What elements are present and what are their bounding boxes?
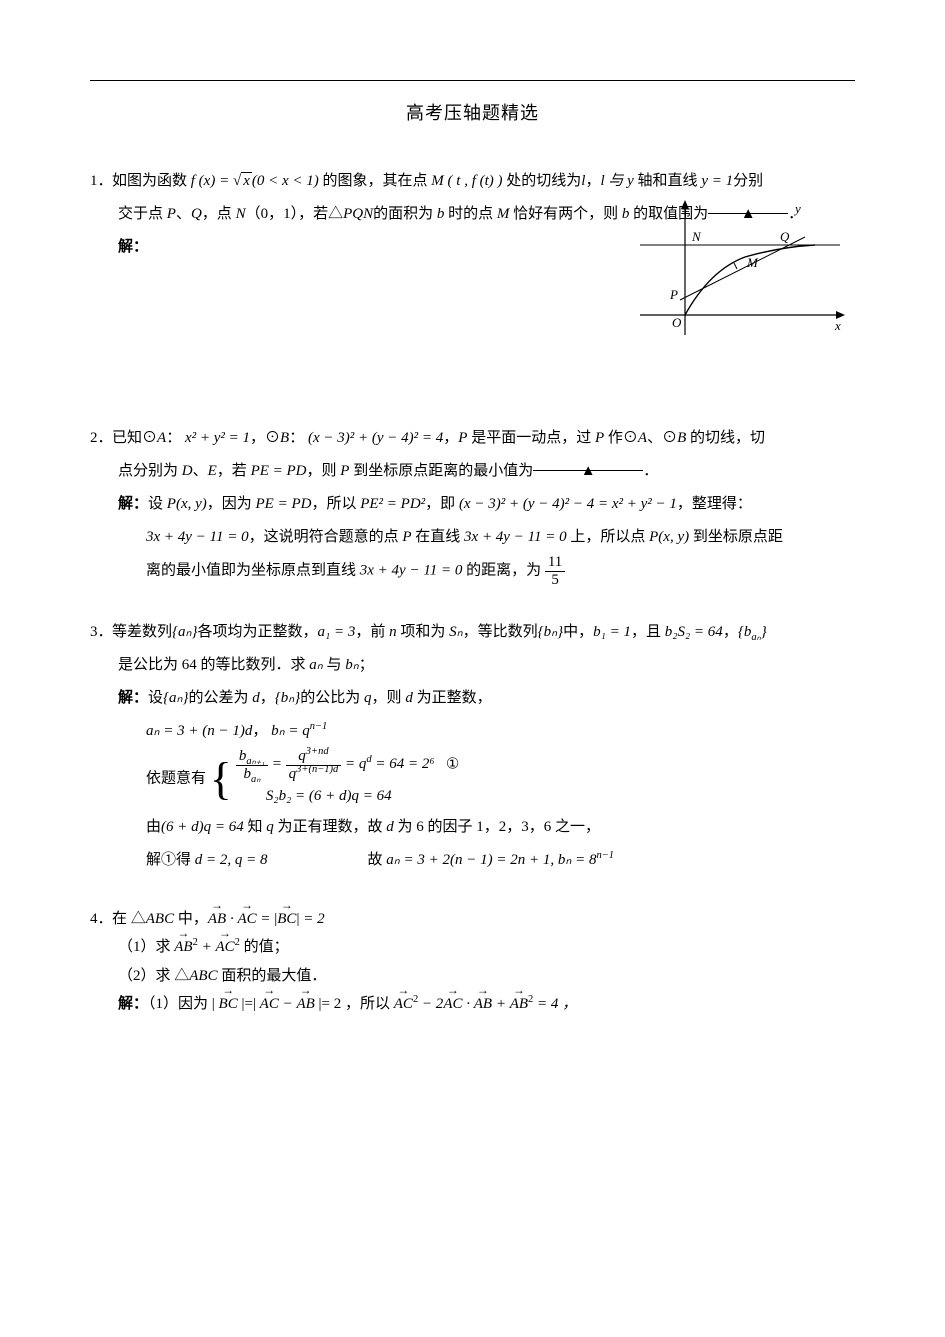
p4-q1: （1）求 AB2 + AC2 的值； — [90, 933, 855, 962]
brace-system: { baₙ₊₁ baₙ = q3+nd q3+(n−1)d = qd = 64 … — [210, 748, 460, 811]
y-arrow-icon — [681, 200, 689, 209]
frac-ba: baₙ₊₁ baₙ — [236, 748, 268, 782]
page-title: 高考压轴题精选 — [90, 99, 855, 125]
left-brace-icon: { — [210, 756, 232, 802]
vector-BC: BC — [277, 905, 296, 934]
p3-line1: 3．等差数列{aₙ}各项均为正整数，a₁ = 3，前 n 项和为 Sₙ，等比数列… — [90, 616, 855, 649]
sqrt: x — [233, 165, 252, 198]
x-label: x — [834, 318, 841, 333]
p2-sol-line3: 离的最小值即为坐标原点到直线 3x + 4y − 11 = 0 的距离，为 11… — [90, 554, 855, 588]
p4-line1: 4．在 △ABC 中，AB · AC = |BC| = 2 — [90, 905, 855, 934]
p2-line2: 点分别为 D、E，若 PE = PD，则 P 到坐标原点距离的最小值为▲． — [90, 455, 855, 488]
p1-line1: 1．如图为函数 f (x) = x(0 < x < 1) 的图象，其在点 M (… — [90, 165, 855, 198]
answer-blank: ▲ — [533, 455, 643, 471]
p3-sol-brace: 依题意有 { baₙ₊₁ baₙ = q3+nd q3+(n−1)d = qd … — [90, 748, 855, 811]
circled-1: ① — [446, 756, 459, 772]
frac-q: q3+nd q3+(n−1)d — [286, 748, 342, 782]
p3-sol-line5: 解①得 d = 2, q = 8故 aₙ = 3 + 2(n − 1) = 2n… — [90, 844, 855, 877]
tick-M — [734, 263, 737, 269]
p4-q2: （2）求 △ABC 面积的最大值． — [90, 962, 855, 991]
Q-label: Q — [780, 229, 790, 244]
p4-sol: 解：（1）因为 | BC |=| AC − AB |= 2 ，所以 AC2 − … — [90, 990, 855, 1019]
y-label: y — [793, 201, 801, 216]
p3-sol-line1: 解：设{aₙ}的公差为 d，{bₙ}的公比为 q，则 d 为正整数， — [90, 682, 855, 715]
tangent-line — [680, 237, 805, 300]
page: 高考压轴题精选 1．如图为函数 f (x) = x(0 < x < 1) 的图象… — [0, 0, 945, 1337]
p1-graph-svg: y x O N Q M P — [630, 195, 855, 360]
p1-figure: y x O N Q M P — [630, 195, 855, 360]
P-label: P — [669, 287, 678, 302]
p3-line2: 是公比为 64 的等比数列．求 aₙ 与 bₙ； — [90, 649, 855, 682]
header-rule — [90, 80, 855, 81]
problem-2: 2．已知⊙A： x² + y² = 1，⊙B： (x − 3)² + (y − … — [90, 422, 855, 588]
p2-sol-line1: 解：设 P(x, y)，因为 PE = PD，所以 PE² = PD²，即 (x… — [90, 488, 855, 521]
p1-number: 1． — [90, 165, 112, 198]
M-label: M — [746, 255, 759, 270]
problem-4: 4．在 △ABC 中，AB · AC = |BC| = 2 （1）求 AB2 +… — [90, 905, 855, 1019]
problem-1: 1．如图为函数 f (x) = x(0 < x < 1) 的图象，其在点 M (… — [90, 165, 855, 394]
p3-sol-line2: aₙ = 3 + (n − 1)d， bₙ = qn−1 — [90, 715, 855, 748]
p2-line1: 2．已知⊙A： x² + y² = 1，⊙B： (x − 3)² + (y − … — [90, 422, 855, 455]
fraction-11-5: 115 — [545, 554, 565, 588]
origin-label: O — [672, 315, 682, 330]
N-label: N — [691, 229, 702, 244]
p2-sol-line2: 3x + 4y − 11 = 0，这说明符合题意的点 P 在直线 3x + 4y… — [90, 521, 855, 554]
problem-3: 3．等差数列{aₙ}各项均为正整数，a₁ = 3，前 n 项和为 Sₙ，等比数列… — [90, 616, 855, 877]
p3-sol-line4: 由(6 + d)q = 64 知 q 为正有理数，故 d 为 6 的因子 1，2… — [90, 811, 855, 844]
vector-AC: AC — [237, 905, 256, 934]
